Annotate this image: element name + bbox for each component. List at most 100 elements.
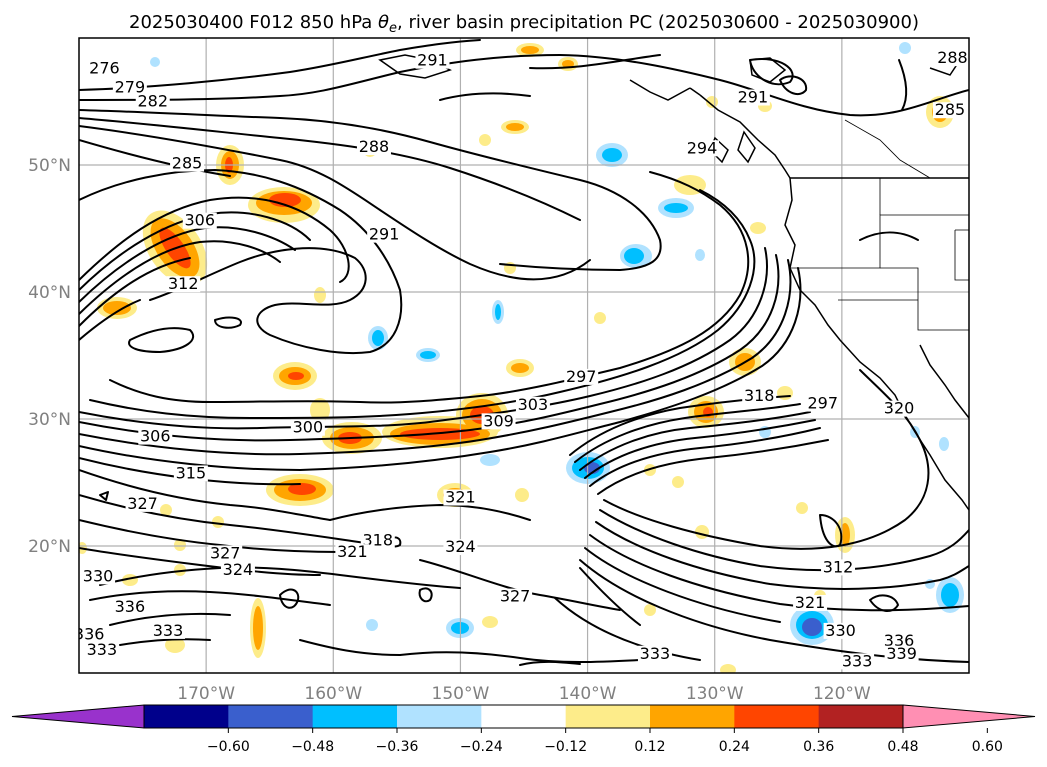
contour-label: 333 [87,640,118,659]
colorbar-cell [397,705,482,728]
contour-label: 282 [137,91,168,110]
contour-label: 297 [566,367,597,386]
contour-label-background [637,645,672,662]
contour-label-background [515,396,550,413]
colorbar: −0.60 −0.48 −0.36 −0.24 −0.12 0.12 0.24 0.36 0.4… [11,704,1036,755]
contour-label: 276 [89,58,120,77]
contour-label: 321 [795,593,826,612]
map-frame [78,37,970,674]
contour-label-background [135,93,170,110]
colorbar-outline [143,704,904,729]
colorbar-tick-labels: −0.60 −0.48 −0.36 −0.24 −0.12 0.12 0.24 0.36 0.4… [207,728,1003,755]
contour-label: 327 [210,543,241,562]
colorbar-tick-label: 0.12 [634,739,665,755]
contour-label-background [166,276,201,293]
contour-label-background [742,387,777,404]
contour-label-background [335,544,370,561]
contour-label: 321 [337,542,368,561]
colorbar-cell [818,705,904,728]
colorbar-tick-label: −0.24 [460,739,503,755]
contour-label: 306 [185,211,216,230]
colorbar-extend-low [11,704,145,729]
lon-tick-label: 150°W [432,684,490,704]
contour-label-background [821,559,856,576]
plot-title: 2025030400 F012 850 hPa θe, river basin … [129,12,919,36]
contour-label: 303 [518,395,549,414]
lon-tick-label: 120°W [813,684,871,704]
contour-label-background [443,489,478,506]
contour-label: 285 [935,100,966,119]
contour-label-background [138,428,173,445]
contour-label: 285 [172,154,203,173]
lon-tick-label: 130°W [686,684,744,704]
coastlines [378,54,969,511]
lon-tick-label: 170°W [177,684,235,704]
colorbar-tick-label: 0.60 [972,739,1003,755]
lat-tick-label: 50°N [28,156,71,176]
contour-label: 279 [115,77,146,96]
contour-label: 333 [153,621,184,640]
contour-label-background [290,419,325,436]
contour-label: 291 [417,51,448,70]
contour-label-background [170,155,205,172]
contour-label-background [220,561,255,578]
colorbar-tick-label: −0.12 [544,739,587,755]
lat-tick-label: 40°N [28,283,71,303]
contour-label-background [823,622,858,639]
contour-label: 327 [127,494,158,513]
contour-label: 339 [886,644,917,663]
contour-label-background [882,633,917,650]
contour-label-background [173,465,208,482]
contour-label-background [564,368,599,385]
contour-label: 306 [140,427,171,446]
contour-label: 291 [738,88,769,107]
contour-label-background [443,539,478,556]
colorbar-tick-label: 0.24 [719,739,750,755]
colorbar-cell [565,705,651,728]
contour-label-background [840,653,875,670]
contour-label: 336 [115,597,146,616]
colorbar-tick-label: −0.36 [376,739,419,755]
colorbar-extend-high [902,704,1036,729]
contour-label-background [884,645,919,662]
contour-label-background [932,102,967,119]
contour-label-background [84,641,119,658]
contour-label: 333 [842,651,873,670]
contour-label: 291 [369,225,400,244]
colorbar-cell [650,705,735,728]
colorbar-tick-label: −0.48 [291,739,334,755]
theta-e-contours [79,39,969,666]
colorbar-cell [481,705,567,728]
latitude-tick-labels: 20°N 30°N 40°N 50°N [28,156,71,557]
contour-label: 294 [687,138,718,157]
colorbar-tick-label: 0.36 [803,739,834,755]
colorbar-cells [11,704,1036,729]
contour-label: 315 [176,463,207,482]
contour-label: 336 [884,631,915,650]
contour-label-background [81,568,116,585]
contour-label-background [481,413,516,430]
lat-tick-label: 20°N [28,537,71,557]
contour-label: 324 [445,537,476,556]
colorbar-cell [144,705,229,728]
contour-label-background [735,89,770,106]
contour-label-background [805,395,840,412]
contour-label-background [112,598,147,615]
contour-label: 312 [823,557,854,576]
contour-label-background [356,139,391,156]
lon-tick-label: 160°W [304,684,362,704]
contour-label: 300 [293,418,324,437]
contour-label-background [935,50,969,67]
contour-label: 321 [445,488,476,507]
colorbar-cell [312,705,398,728]
contour-label-background [151,622,185,639]
contour-label: 327 [500,587,531,606]
lat-tick-label: 30°N [28,410,71,430]
contour-label-background [498,588,533,605]
contour-label-background [793,594,828,611]
contour-label-background [79,626,107,643]
contour-label: 320 [884,399,915,418]
contour-label-background [112,79,147,96]
state-borders [790,119,969,331]
